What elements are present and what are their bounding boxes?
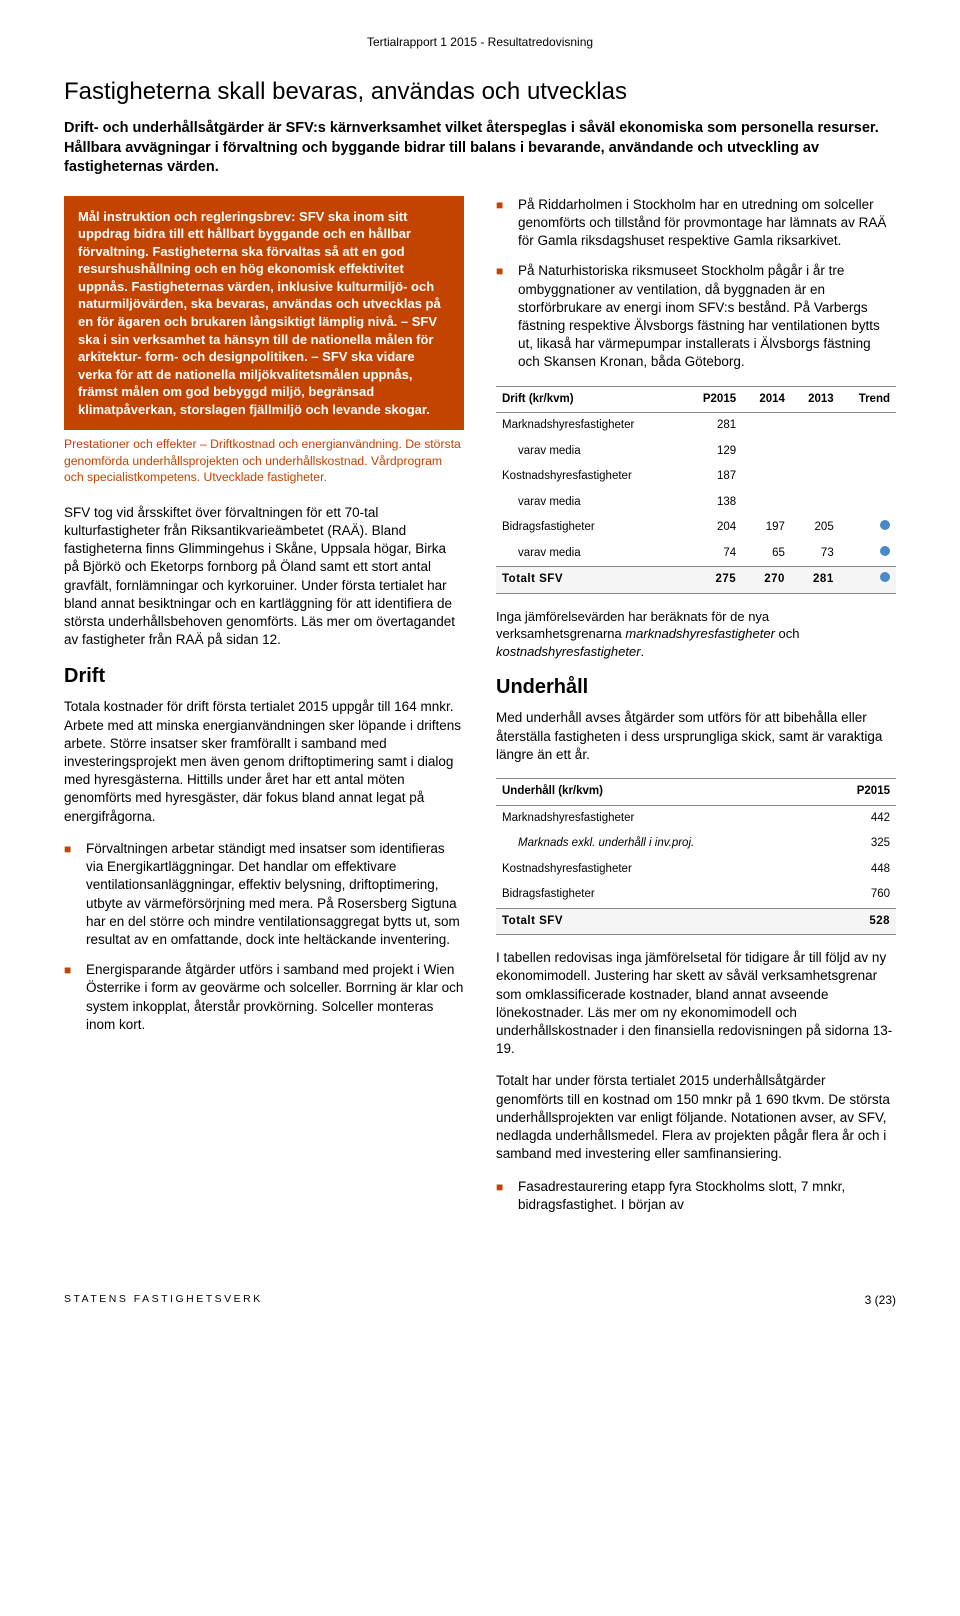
list-item: På Riddarholmen i Stockholm har en utred… bbox=[496, 196, 896, 251]
table-header: 2014 bbox=[742, 386, 791, 413]
table-row: Bidragsfastigheter760 bbox=[496, 882, 896, 908]
table-cell bbox=[840, 413, 896, 439]
footer-org: STATENS FASTIGHETSVERK bbox=[64, 1292, 263, 1308]
table-cell: 65 bbox=[742, 541, 791, 567]
table-row-label: varav media bbox=[496, 439, 683, 465]
underhall-table: Underhåll (kr/kvm) P2015 Marknadshyresfa… bbox=[496, 778, 896, 935]
table-cell: 448 bbox=[823, 857, 896, 883]
table-row-label: Totalt SFV bbox=[496, 567, 683, 594]
table-cell: 442 bbox=[823, 805, 896, 831]
table-cell bbox=[840, 567, 896, 594]
trend-dot-icon bbox=[880, 546, 890, 556]
table-row-label: Marknadshyresfastigheter bbox=[496, 805, 823, 831]
table-header: P2015 bbox=[683, 386, 742, 413]
table-cell bbox=[742, 413, 791, 439]
table-cell: 528 bbox=[823, 908, 896, 935]
table-cell bbox=[840, 490, 896, 516]
underhall-paragraph-3: Totalt har under första tertialet 2015 u… bbox=[496, 1072, 896, 1163]
table-row-label: Bidragsfastigheter bbox=[496, 882, 823, 908]
drift-paragraph-1: Totala kostnader för drift första tertia… bbox=[64, 698, 464, 826]
right-column: På Riddarholmen i Stockholm har en utred… bbox=[496, 196, 896, 1228]
drift-table: Drift (kr/kvm) P2015 2014 2013 Trend Mar… bbox=[496, 386, 896, 594]
table-cell bbox=[791, 490, 840, 516]
table-cell bbox=[742, 490, 791, 516]
underhall-paragraph-1: Med underhåll avses åtgärder som utförs … bbox=[496, 709, 896, 764]
two-column-layout: Mål instruktion och regleringsbrev: SFV … bbox=[64, 196, 896, 1228]
table-cell: 129 bbox=[683, 439, 742, 465]
table-header: 2013 bbox=[791, 386, 840, 413]
table-cell bbox=[742, 439, 791, 465]
left-column: Mål instruktion och regleringsbrev: SFV … bbox=[64, 196, 464, 1228]
list-item: Förvaltningen arbetar ständigt med insat… bbox=[64, 840, 464, 949]
table-total-row: Totalt SFV275270281 bbox=[496, 567, 896, 594]
drift-heading: Drift bbox=[64, 663, 464, 690]
table-total-row: Totalt SFV528 bbox=[496, 908, 896, 935]
table-row-label: Kostnadshyresfastigheter bbox=[496, 857, 823, 883]
table-row: varav media129 bbox=[496, 439, 896, 465]
table-row-label: varav media bbox=[496, 490, 683, 516]
table-row-label: Totalt SFV bbox=[496, 908, 823, 935]
table-cell bbox=[840, 439, 896, 465]
lead-paragraph: Drift- och underhållsåtgärder är SFV:s k… bbox=[64, 119, 896, 178]
table-row: varav media746573 bbox=[496, 541, 896, 567]
table-cell bbox=[791, 464, 840, 490]
table-cell: 138 bbox=[683, 490, 742, 516]
table-row: Marknads exkl. underhåll i inv.proj.325 bbox=[496, 831, 896, 857]
table-header: P2015 bbox=[823, 779, 896, 806]
table-header-row: Drift (kr/kvm) P2015 2014 2013 Trend bbox=[496, 386, 896, 413]
table-row: Marknadshyresfastigheter281 bbox=[496, 413, 896, 439]
table-row-label: Kostnadshyresfastigheter bbox=[496, 464, 683, 490]
table-cell: 325 bbox=[823, 831, 896, 857]
highlight-caption: Prestationer och effekter – Driftkostnad… bbox=[64, 436, 464, 485]
page-header: Tertialrapport 1 2015 - Resultatredovisn… bbox=[64, 34, 896, 50]
page-title: Fastigheterna skall bevaras, användas oc… bbox=[64, 78, 896, 107]
table-header: Underhåll (kr/kvm) bbox=[496, 779, 823, 806]
table-cell: 197 bbox=[742, 515, 791, 541]
underhall-paragraph-2: I tabellen redovisas inga jämförelsetal … bbox=[496, 949, 896, 1058]
table-cell: 760 bbox=[823, 882, 896, 908]
table-row-label: varav media bbox=[496, 541, 683, 567]
left-bullet-list: Förvaltningen arbetar ständigt med insat… bbox=[64, 840, 464, 1034]
table-cell: 205 bbox=[791, 515, 840, 541]
drift-table-note: Inga jämförelsevärden har beräknats för … bbox=[496, 608, 896, 661]
table-row-label: Marknadshyresfastigheter bbox=[496, 413, 683, 439]
table-cell: 270 bbox=[742, 567, 791, 594]
table-cell: 281 bbox=[683, 413, 742, 439]
table-header-row: Underhåll (kr/kvm) P2015 bbox=[496, 779, 896, 806]
table-cell bbox=[742, 464, 791, 490]
table-row: Kostnadshyresfastigheter187 bbox=[496, 464, 896, 490]
table-header: Drift (kr/kvm) bbox=[496, 386, 683, 413]
page-footer: STATENS FASTIGHETSVERK 3 (23) bbox=[64, 1292, 896, 1308]
table-cell: 73 bbox=[791, 541, 840, 567]
table-cell bbox=[791, 413, 840, 439]
table-cell bbox=[840, 515, 896, 541]
list-item: Fasadrestaurering etapp fyra Stockholms … bbox=[496, 1178, 896, 1214]
goal-highlight-box: Mål instruktion och regleringsbrev: SFV … bbox=[64, 196, 464, 431]
table-row-label: Marknads exkl. underhåll i inv.proj. bbox=[496, 831, 823, 857]
table-row: Kostnadshyresfastigheter448 bbox=[496, 857, 896, 883]
table-row: Bidragsfastigheter204197205 bbox=[496, 515, 896, 541]
table-cell: 187 bbox=[683, 464, 742, 490]
table-cell: 74 bbox=[683, 541, 742, 567]
list-item: Energisparande åtgärder utförs i samband… bbox=[64, 961, 464, 1034]
table-header: Trend bbox=[840, 386, 896, 413]
table-cell bbox=[840, 541, 896, 567]
table-cell: 281 bbox=[791, 567, 840, 594]
table-row: varav media138 bbox=[496, 490, 896, 516]
table-cell: 204 bbox=[683, 515, 742, 541]
table-row: Marknadshyresfastigheter442 bbox=[496, 805, 896, 831]
footer-page-number: 3 (23) bbox=[865, 1292, 896, 1308]
trend-dot-icon bbox=[880, 520, 890, 530]
trend-dot-icon bbox=[880, 572, 890, 582]
underhall-bullet-list: Fasadrestaurering etapp fyra Stockholms … bbox=[496, 1178, 896, 1214]
table-cell bbox=[840, 464, 896, 490]
left-paragraph-1: SFV tog vid årsskiftet över förvaltninge… bbox=[64, 504, 464, 650]
table-cell: 275 bbox=[683, 567, 742, 594]
underhall-heading: Underhåll bbox=[496, 674, 896, 701]
table-cell bbox=[791, 439, 840, 465]
table-row-label: Bidragsfastigheter bbox=[496, 515, 683, 541]
list-item: På Naturhistoriska riksmuseet Stockholm … bbox=[496, 262, 896, 371]
right-bullet-list: På Riddarholmen i Stockholm har en utred… bbox=[496, 196, 896, 372]
